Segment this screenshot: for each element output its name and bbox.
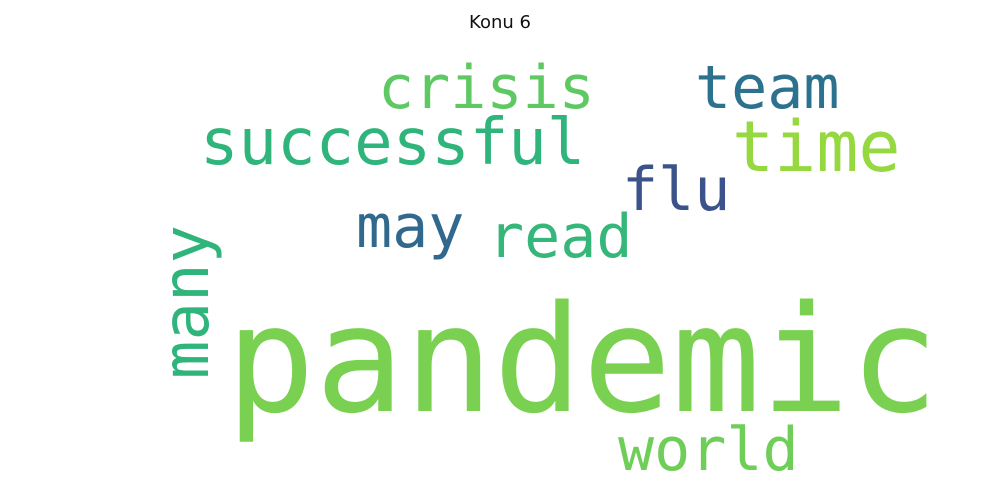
word-crisis: crisis — [378, 53, 595, 123]
word-many: many — [150, 224, 225, 380]
word-may: may — [356, 192, 465, 262]
word-world: world — [618, 415, 799, 485]
word-read: read — [488, 202, 633, 272]
word-successful: successful — [200, 106, 586, 180]
word-pandemic: pandemic — [226, 274, 939, 446]
chart-title: Konu 6 — [469, 12, 531, 33]
word-flu: flu — [622, 155, 731, 225]
word-team: team — [695, 53, 840, 123]
word-time: time — [732, 106, 901, 188]
